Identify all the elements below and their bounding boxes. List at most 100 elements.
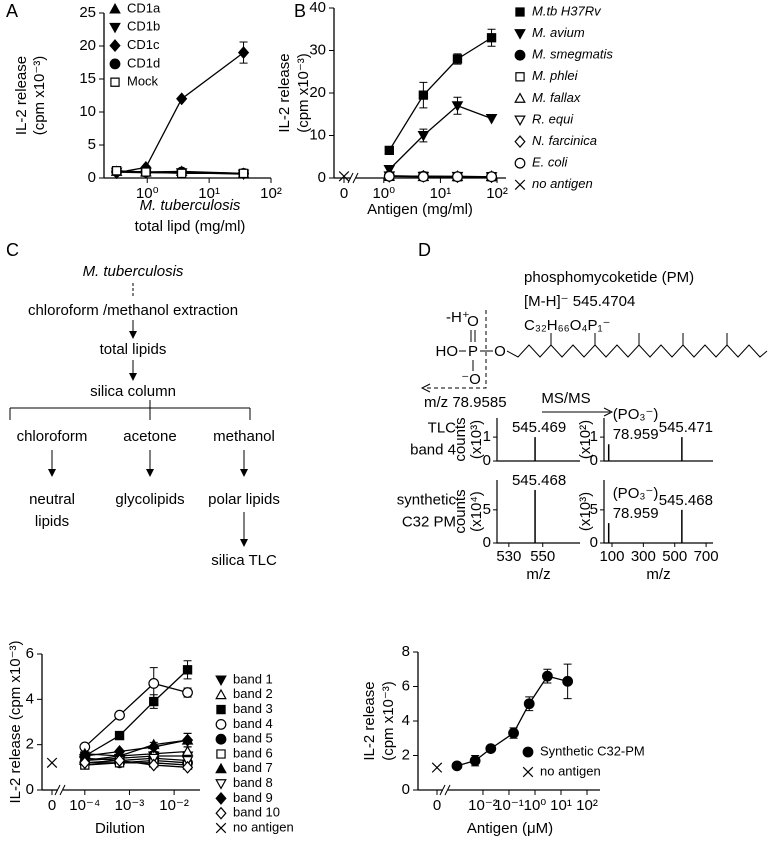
data-point (470, 756, 480, 766)
flow-node: methanol (213, 428, 275, 445)
flow-node: chloroform (17, 428, 88, 445)
data-point (142, 168, 150, 176)
atom: P (468, 343, 478, 360)
y-tick-label: 0 (318, 169, 326, 186)
legend-marker (217, 706, 225, 714)
legend-marker (216, 780, 226, 789)
x-tick-label: 0 (340, 185, 348, 202)
arrow-head (129, 331, 137, 339)
legend-marker (523, 747, 533, 757)
y-tick-label: 6 (26, 645, 34, 662)
legend-label: no antigen (233, 819, 294, 834)
legend-label: M. avium (532, 25, 585, 40)
y-tick-label: 4 (402, 712, 410, 729)
data-point (115, 710, 125, 720)
x-tick-label: 700 (694, 548, 719, 565)
data-point (452, 761, 462, 771)
x-tick-label: 10² (576, 797, 598, 814)
legend-marker (515, 30, 525, 39)
y-unit: (x10³) (468, 420, 485, 459)
y-tick-label: 10 (79, 103, 96, 120)
data-point (419, 172, 429, 182)
legend-marker (216, 823, 226, 833)
legend-label: E. coli (532, 155, 569, 170)
data-point (524, 699, 534, 709)
legend-marker (216, 676, 226, 685)
atom: O (494, 343, 506, 360)
x-axis-label: M. tuberculosis (140, 197, 241, 214)
formula: C₃₂H₆₆O₄P₁⁻ (524, 317, 610, 334)
legend-marker (515, 136, 525, 147)
peak-label: 78.959 (613, 505, 659, 522)
legend-label: R. equi (532, 111, 574, 126)
data-point (384, 171, 394, 181)
data-point (486, 744, 496, 754)
legend-marker (217, 750, 225, 758)
y-tick-label: 8 (402, 643, 410, 660)
legend-label: band 1 (233, 671, 273, 686)
fragment-mass: m/z 78.9585 (424, 394, 507, 411)
data-point (183, 688, 193, 698)
axes (497, 480, 580, 543)
x-axis-label: Dilution (95, 820, 145, 837)
panel-label: A (6, 1, 18, 21)
flow-node: chloroform /methanol extraction (28, 302, 238, 319)
legend-label: CD1a (127, 0, 161, 15)
x-tick-label: 530 (496, 548, 521, 565)
x-tick-label: 300 (631, 548, 656, 565)
legend-marker (523, 767, 533, 777)
flow-node: lipids (35, 513, 69, 530)
legend-label: band 8 (233, 775, 273, 790)
legend-label: band 5 (233, 731, 273, 746)
data-point (183, 666, 191, 674)
flow-node: acetone (123, 428, 176, 445)
data-point (177, 93, 187, 104)
row-label: C32 PM (402, 513, 456, 530)
legend-label: band 2 (233, 686, 273, 701)
y-axis-label: IL-2 release (276, 53, 293, 132)
flow-node: polar lipids (208, 491, 280, 508)
y-axis-label: (cpm x10⁻³) (295, 53, 312, 133)
legend-marker (110, 4, 120, 13)
legend-label: band 10 (233, 805, 280, 820)
legend-label: band 4 (233, 716, 273, 731)
y-axis-label: (cpm x10⁻³) (380, 681, 397, 761)
legend-label: CD1c (127, 37, 160, 52)
panel-label: C (6, 240, 19, 260)
flow-node: M. tuberculosis (83, 263, 184, 280)
legend-marker (515, 180, 525, 190)
legend-label: M.tb H37Rv (532, 3, 602, 18)
flow-node: silica TLC (211, 552, 277, 569)
legend-label: band 9 (233, 790, 273, 805)
y-axis-label: (cpm x10⁻³) (31, 56, 48, 136)
legend-label: band 7 (233, 760, 273, 775)
series-line (117, 53, 244, 173)
peak-label: 545.468 (659, 492, 713, 509)
data-point (453, 55, 461, 63)
y-tick-label: 40 (309, 0, 326, 16)
arrow-head (129, 373, 137, 381)
arrow-head (48, 469, 248, 477)
y-tick-label: 6 (402, 677, 410, 694)
flow-node: neutral (29, 491, 75, 508)
y-tick-label: 0 (483, 534, 491, 551)
data-point (385, 146, 393, 154)
legend-label: CD1b (127, 19, 160, 34)
arrow-head (240, 539, 248, 547)
x-tick-label: 10⁻² (159, 797, 189, 814)
atom: HO (436, 343, 459, 360)
x-tick-label: 500 (662, 548, 687, 565)
series-line (389, 106, 491, 170)
legend-label: N. farcinica (532, 133, 597, 148)
methyl-branches (551, 333, 727, 345)
y-axis-label: IL-2 release (13, 56, 30, 135)
flow-bracket (10, 400, 250, 420)
y-tick-label: 0 (590, 534, 598, 551)
x-tick-label: 10⁰ (524, 797, 547, 814)
row-label: TLC (428, 419, 457, 436)
y-unit: (x10²) (577, 420, 594, 459)
